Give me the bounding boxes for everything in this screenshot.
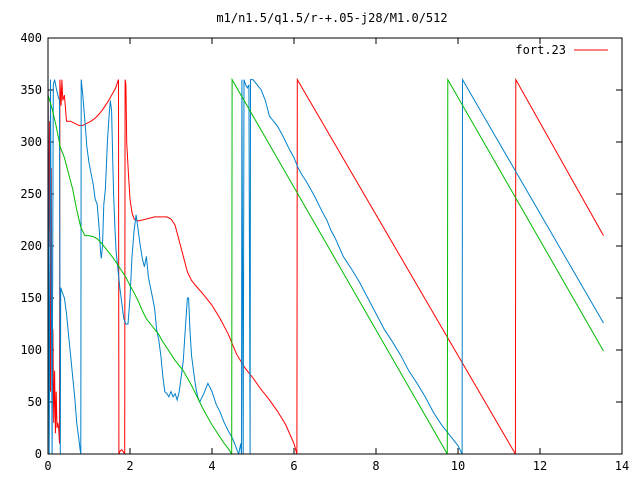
y-tick-label: 150 xyxy=(20,291,42,305)
series-line-2 xyxy=(48,77,604,454)
y-tick-label: 0 xyxy=(35,447,42,461)
y-tick-label: 300 xyxy=(20,135,42,149)
x-tick-label: 2 xyxy=(126,459,133,473)
series-line-1 xyxy=(48,77,604,454)
x-tick-label: 8 xyxy=(372,459,379,473)
x-tick-label: 12 xyxy=(533,459,547,473)
x-tick-label: 6 xyxy=(290,459,297,473)
y-tick-label: 200 xyxy=(20,239,42,253)
axis-ticks: 0 2 4 6 8 10 12 14 0 50 100 150 200 250 300 350 400 xyxy=(20,31,629,473)
y-tick-label: 250 xyxy=(20,187,42,201)
plot-frame xyxy=(47,37,623,455)
x-tick-label: 0 xyxy=(44,459,51,473)
data-series xyxy=(48,77,604,454)
chart-title: m1/n1.5/q1.5/r-+.05-j28/M1.0/512 xyxy=(216,11,447,25)
y-tick-label: 350 xyxy=(20,83,42,97)
y-tick-label: 100 xyxy=(20,343,42,357)
x-tick-label: 14 xyxy=(615,459,629,473)
legend: fort.23 xyxy=(515,43,608,57)
y-tick-label: 50 xyxy=(28,395,42,409)
x-tick-label: 4 xyxy=(208,459,215,473)
legend-label: fort.23 xyxy=(515,43,566,57)
series-line-3 xyxy=(48,77,604,454)
x-tick-label: 10 xyxy=(451,459,465,473)
y-tick-label: 400 xyxy=(20,31,42,45)
